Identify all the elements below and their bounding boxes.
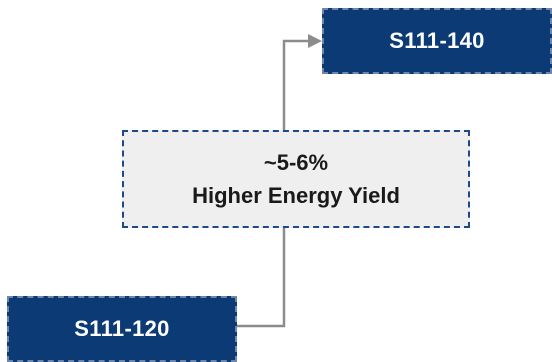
middle-box-energy-yield: ~5-6% Higher Energy Yield bbox=[122, 130, 470, 228]
top-box-s111-140: S111-140 bbox=[322, 8, 552, 74]
connector-middle-to-top bbox=[282, 39, 310, 130]
top-box-label: S111-140 bbox=[389, 28, 485, 53]
connector-bottom-to-middle bbox=[237, 228, 286, 328]
arrowhead-icon bbox=[308, 34, 322, 48]
bottom-box-s111-120: S111-120 bbox=[7, 296, 237, 362]
bottom-box-label: S111-120 bbox=[74, 316, 170, 341]
middle-box-percentage: ~5-6% bbox=[263, 150, 329, 175]
middle-box-caption: Higher Energy Yield bbox=[192, 183, 400, 208]
